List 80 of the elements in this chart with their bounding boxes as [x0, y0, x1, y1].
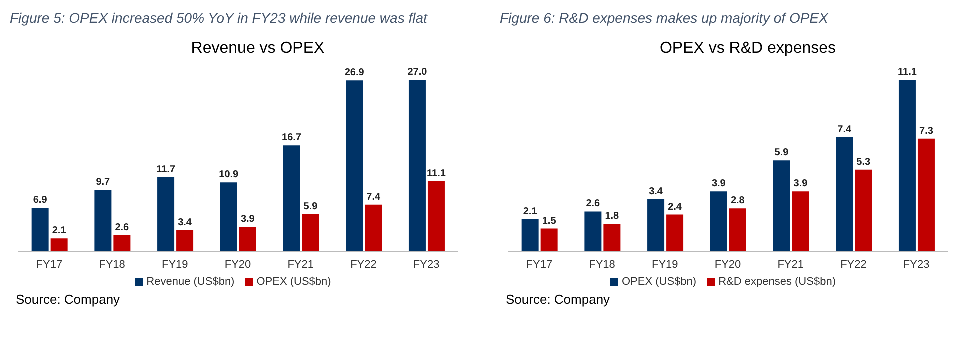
data-label: 5.9	[304, 201, 318, 212]
bar	[898, 80, 916, 252]
data-label: 26.9	[344, 68, 365, 79]
data-label: 9.7	[96, 177, 111, 188]
data-label: 3.9	[712, 178, 726, 190]
legend-label: OPEX (US$bn)	[256, 276, 332, 288]
bar	[540, 228, 558, 252]
bar	[283, 146, 300, 252]
x-tick-label: FY19	[652, 258, 678, 271]
bar	[428, 181, 445, 252]
x-tick-label: FY23	[413, 258, 440, 271]
bar	[94, 190, 112, 252]
x-tick-label: FY21	[778, 258, 804, 271]
bar	[836, 137, 854, 252]
data-label: 2.6	[115, 222, 130, 234]
bar	[604, 224, 621, 252]
data-label: 11.1	[898, 67, 918, 78]
chart-title: Figure 5: OPEX increased 50% YoY in FY23 while revenue was flat	[10, 10, 429, 26]
data-label: 5.3	[856, 156, 871, 168]
data-label: 3.9	[240, 214, 256, 226]
bar	[710, 192, 728, 252]
bar	[648, 199, 665, 252]
x-tick-label: FY19	[162, 258, 188, 271]
bar	[729, 208, 746, 252]
data-label: 3.9	[794, 178, 808, 190]
bar	[584, 212, 602, 252]
bar	[365, 204, 382, 252]
x-tick-label: FY17	[36, 258, 63, 271]
data-label: 2.1	[523, 206, 538, 218]
source-note: Source: Company	[16, 292, 122, 307]
data-label: 2.1	[52, 226, 67, 237]
data-label: 3.4	[649, 186, 664, 198]
x-tick-label: FY18	[99, 258, 126, 271]
bar	[792, 192, 810, 252]
chart-title: Figure 6: R&D expenses makes up majority of OPEX	[500, 10, 830, 26]
x-tick-label: FY18	[589, 258, 616, 271]
x-tick-label: FY20	[224, 258, 252, 271]
data-label: 1.5	[542, 216, 557, 227]
data-label: 16.7	[282, 132, 302, 144]
data-label: 11.1	[427, 168, 446, 180]
data-label: 7.3	[920, 126, 934, 137]
bar	[176, 230, 194, 252]
bar	[522, 219, 539, 252]
bar	[239, 227, 256, 252]
data-label: 6.9	[33, 195, 48, 206]
bar	[302, 214, 320, 252]
x-tick-label: FY22	[350, 258, 377, 271]
bar	[773, 160, 790, 252]
legend-label: R&D expenses (US$bn)	[718, 276, 836, 288]
bar	[220, 182, 238, 252]
legend-label: Revenue (US$bn)	[146, 276, 235, 288]
data-label: 3.4	[178, 217, 192, 228]
data-label: 7.4	[838, 124, 852, 136]
data-label: 11.7	[156, 164, 176, 176]
legend-label: OPEX (US$bn)	[622, 276, 697, 288]
bar	[918, 138, 935, 252]
bar	[346, 80, 364, 252]
x-tick-label: FY20	[714, 258, 742, 271]
data-label: 10.9	[219, 170, 240, 181]
source-note: Source: Company	[506, 292, 612, 307]
chart-subtitle: OPEX vs R&D expenses	[658, 40, 838, 58]
data-label: 2.6	[586, 198, 601, 210]
bar	[32, 208, 49, 252]
bar	[114, 235, 131, 252]
bar	[666, 214, 684, 252]
bar	[158, 177, 175, 252]
x-tick-label: FY21	[288, 258, 314, 271]
data-label: 1.8	[605, 211, 620, 222]
data-label: 27.0	[408, 67, 428, 78]
chart-subtitle: Revenue vs OPEX	[190, 40, 326, 58]
x-tick-label: FY22	[840, 258, 867, 271]
x-tick-label: FY23	[903, 258, 930, 271]
bar	[50, 238, 68, 252]
bar	[855, 170, 872, 252]
data-label: 7.4	[366, 192, 381, 203]
data-label: 2.8	[730, 196, 746, 207]
x-tick-label: FY17	[526, 258, 553, 271]
bar	[408, 80, 426, 252]
data-label: 5.9	[774, 148, 790, 159]
data-label: 2.4	[668, 202, 682, 213]
